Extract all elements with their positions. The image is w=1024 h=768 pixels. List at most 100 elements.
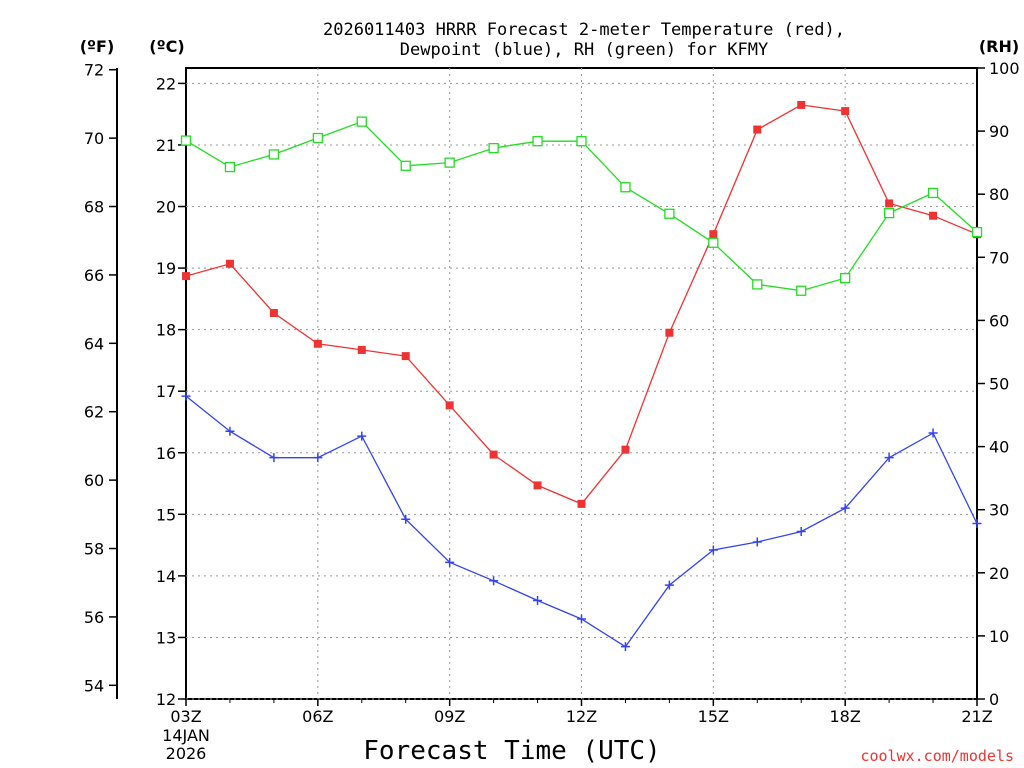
rh-point-6	[312, 132, 323, 144]
fahrenheit-tick-label-56: 56	[84, 608, 104, 627]
fahrenheit-tick-label-62: 62	[84, 403, 104, 422]
rh-tick-label-30: 30	[989, 501, 1009, 520]
dewpoint-point-6	[313, 453, 323, 463]
celsius-unit-label: (ºC)	[149, 37, 184, 56]
rh-tick-label-80: 80	[989, 185, 1009, 204]
celsius-tick-label-16: 16	[156, 444, 176, 463]
fahrenheit-tick-label-66: 66	[84, 266, 104, 285]
chart-title-line2: Dewpoint (blue), RH (green) for KFMY	[400, 40, 768, 60]
fahrenheit-tick-label-72: 72	[84, 61, 104, 80]
x-tick-label-15Z: 15Z	[698, 707, 729, 726]
2-meter-temperature-point-15	[709, 230, 718, 239]
rh-point-11	[532, 136, 543, 147]
fahrenheit-tick-label-70: 70	[84, 129, 104, 148]
celsius-tick-label-12: 12	[156, 690, 176, 709]
rh-point-4	[224, 161, 236, 173]
celsius-tick-label-15: 15	[156, 505, 176, 524]
rh-point-9	[444, 157, 455, 168]
fahrenheit-tick-label-64: 64	[84, 334, 104, 353]
celsius-tick-label-14: 14	[156, 567, 176, 586]
celsius-tick-label-20: 20	[156, 198, 176, 217]
fahrenheit-unit-label: (ºF)	[80, 37, 115, 56]
rh-point-17	[796, 285, 807, 296]
fahrenheit-tick-label-60: 60	[84, 471, 104, 490]
x-tick-label-18Z: 18Z	[830, 707, 861, 726]
rh-point-13	[620, 182, 631, 193]
rh-tick-label-50: 50	[989, 375, 1009, 394]
fahrenheit-tick-label-58: 58	[84, 540, 104, 559]
chart-title-line1: 2026011403 HRRR Forecast 2-meter Tempera…	[323, 20, 845, 40]
rh-point-18	[840, 272, 851, 284]
rh-unit-label: (RH)	[979, 37, 1019, 56]
rh-point-3	[180, 135, 192, 146]
dewpoint-point-13	[620, 642, 630, 652]
celsius-tick-label-17: 17	[156, 382, 176, 401]
data-series	[180, 100, 983, 652]
2-meter-temperature-point-3	[182, 272, 190, 281]
rh-point-7	[356, 116, 367, 127]
celsius-tick-label-21: 21	[156, 136, 176, 155]
2-meter-temperature-point-5	[269, 309, 278, 318]
x-tick-label-03Z: 03Z	[170, 707, 201, 726]
rh-point-5	[268, 149, 280, 160]
dewpoint-point-19	[884, 453, 894, 463]
x-tick-label-09Z: 09Z	[434, 707, 465, 726]
celsius-tick-label-22: 22	[156, 74, 176, 93]
2-meter-temperature-point-10	[489, 450, 498, 459]
2-meter-temperature-point-13	[621, 445, 630, 454]
dewpoint-point-4	[225, 426, 235, 436]
2-meter-temperature-point-9	[445, 401, 454, 410]
dewpoint-point-16	[752, 537, 762, 547]
2-meter-temperature-point-7	[357, 345, 366, 354]
celsius-tick-label-13: 13	[156, 628, 176, 647]
2-meter-temperature-point-12	[577, 499, 586, 508]
2-meter-temperature-point-11	[533, 481, 542, 490]
2-meter-temperature-point-17	[797, 100, 806, 109]
rh-point-16	[752, 279, 763, 290]
2-meter-temperature-point-19	[885, 199, 894, 208]
rh-tick-label-10: 10	[989, 627, 1009, 646]
dewpoint-point-18	[840, 503, 850, 513]
rh-tick-label-40: 40	[989, 438, 1009, 457]
rh-point-19	[883, 207, 895, 219]
date-label-line1: 14JAN	[162, 726, 210, 745]
dewpoint-point-21	[972, 519, 982, 529]
dewpoint-point-12	[577, 614, 586, 624]
rh-tick-label-90: 90	[989, 122, 1009, 141]
2-meter-temperature-point-18	[841, 107, 850, 116]
axes: 03Z 06Z 09Z 12Z 15Z 18Z 21Z 12 13 14 15 16 17 18 19 20 2…	[84, 59, 1020, 726]
2-meter-temperature-point-20	[929, 211, 938, 220]
celsius-tick-label-19: 19	[156, 259, 176, 278]
rh-tick-label-100: 100	[989, 59, 1020, 78]
rh-tick-label-20: 20	[989, 564, 1009, 583]
rh-point-10	[488, 142, 499, 154]
dewpoint-point-20	[928, 428, 938, 438]
dewpoint-point-15	[708, 545, 718, 555]
celsius-tick-label-18: 18	[156, 321, 176, 340]
rh-point-8	[400, 160, 411, 171]
2-meter-temperature-point-4	[225, 259, 234, 268]
dewpoint-point-8	[401, 514, 411, 524]
rh-point-12	[576, 136, 587, 147]
x-tick-label-21Z: 21Z	[961, 707, 992, 726]
rh-point-20	[927, 187, 939, 199]
fahrenheit-tick-label-68: 68	[84, 198, 104, 217]
dewpoint-point-5	[269, 453, 279, 463]
x-tick-label-06Z: 06Z	[302, 707, 333, 726]
rh-point-14	[664, 208, 675, 219]
2-meter-temperature-point-6	[313, 339, 322, 348]
gridlines	[186, 68, 977, 700]
rh-tick-label-0: 0	[989, 690, 999, 709]
2-meter-temperature-point-14	[665, 328, 674, 337]
2-meter-temperature-point-8	[401, 352, 410, 361]
dewpoint-point-10	[489, 576, 499, 586]
dewpoint-point-7	[357, 431, 367, 441]
dewpoint-point-11	[533, 596, 543, 606]
dewpoint-point-14	[664, 580, 674, 590]
credit-label: coolwx.com/models	[860, 747, 1014, 765]
rh-tick-label-70: 70	[989, 248, 1009, 267]
dewpoint-point-17	[796, 527, 806, 537]
rh-point-21	[971, 226, 983, 238]
x-axis-title: Forecast Time (UTC)	[363, 736, 660, 766]
